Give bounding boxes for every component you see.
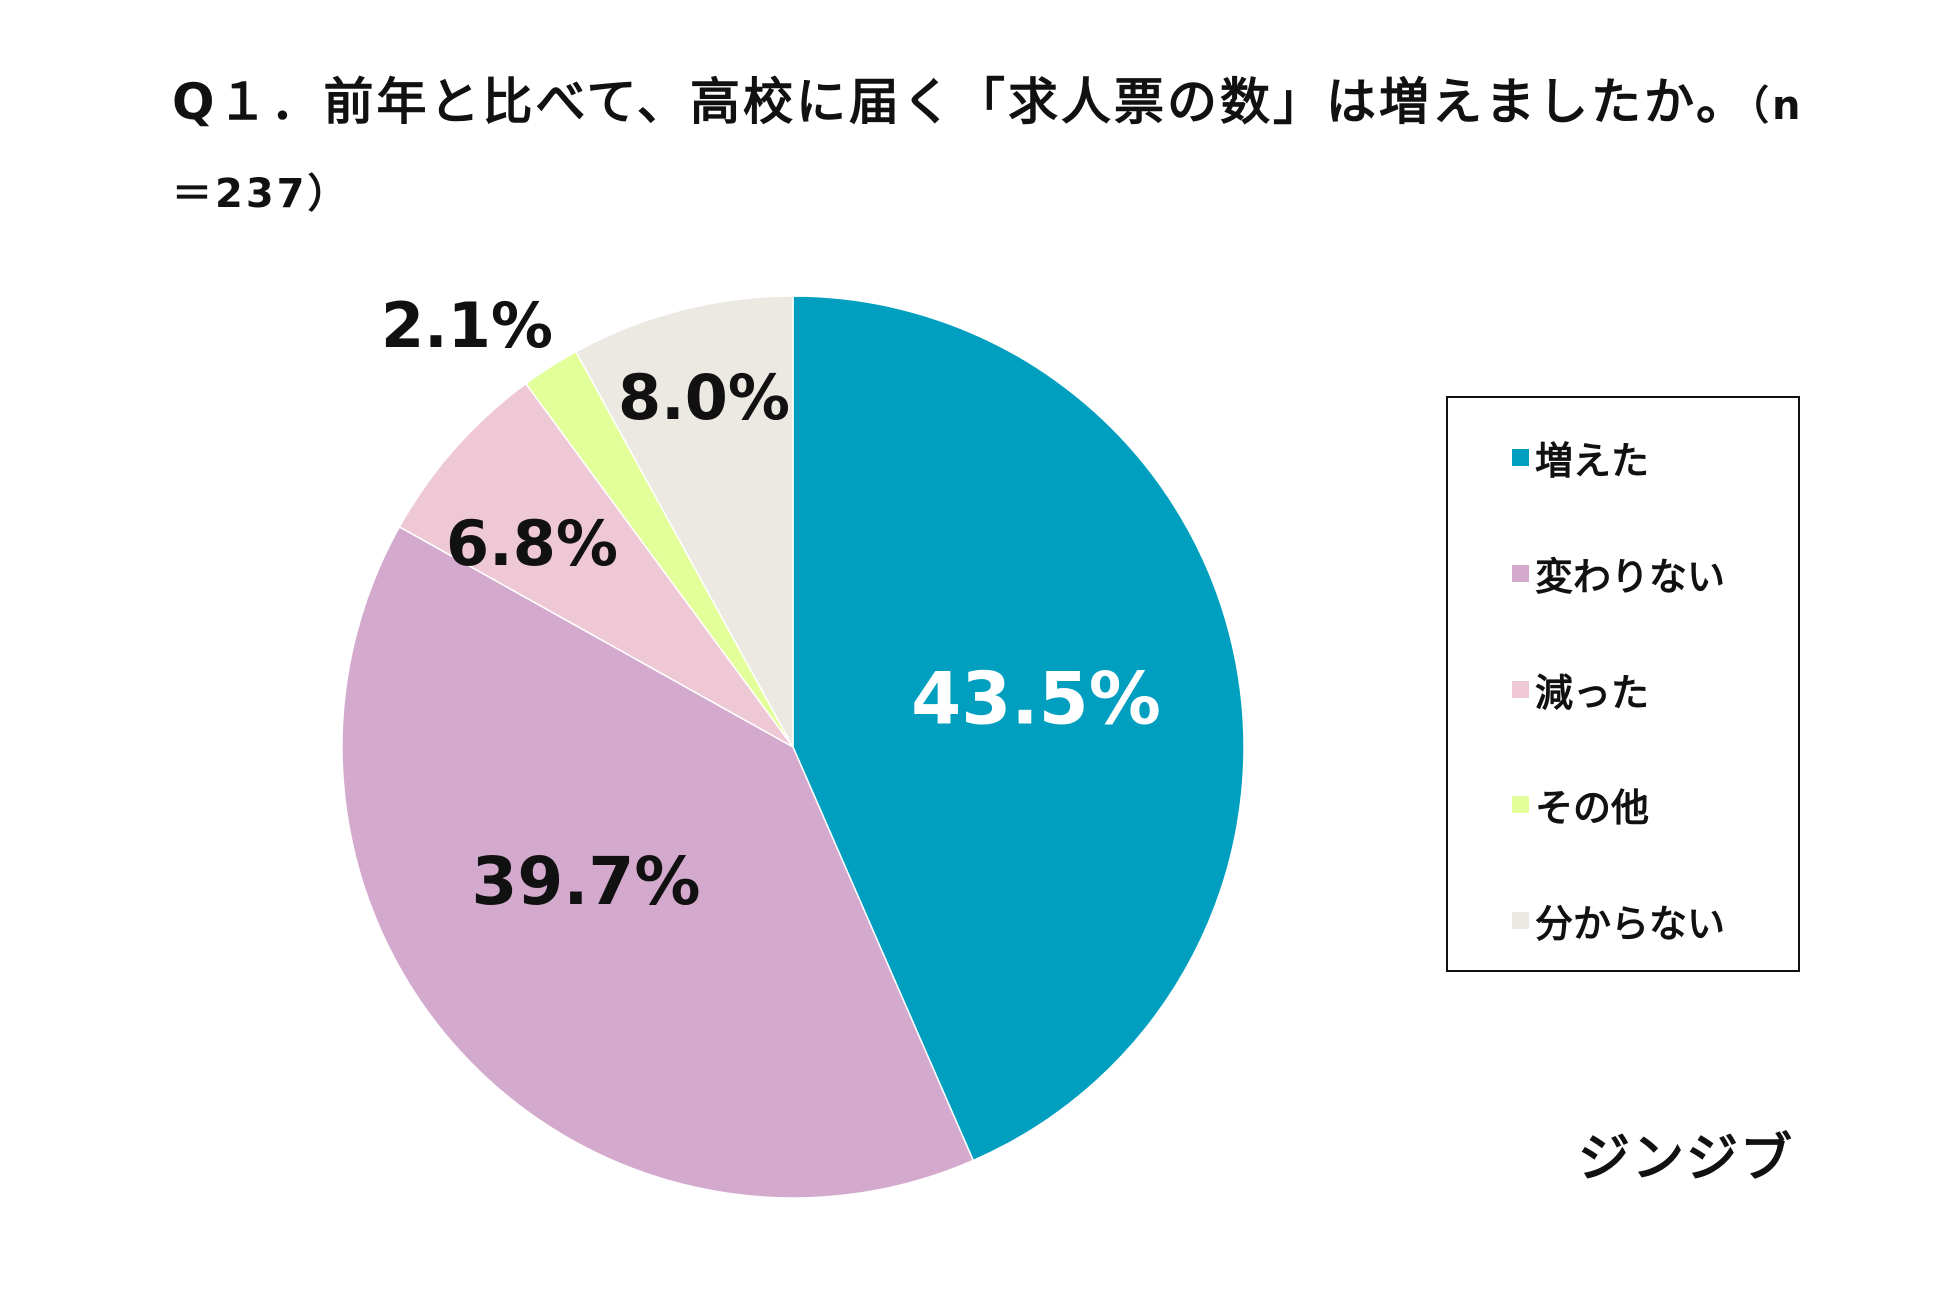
pie-data-label-5: 8.0%: [618, 361, 790, 434]
pie-slice-5: [574, 295, 794, 748]
legend-swatch-5: [1512, 911, 1529, 929]
legend-label-4: その他: [1535, 785, 1650, 830]
legend-swatch-2: [1512, 564, 1529, 582]
legend-item-5: 分からない: [1512, 895, 1726, 946]
legend-label-1: 増えた: [1535, 438, 1650, 483]
pie-slice-1: [792, 295, 1245, 1162]
pie-slices: [341, 295, 1245, 1199]
brand-logo-text: ジンジブ: [1578, 1129, 1795, 1189]
legend-label-5: 分からない: [1535, 901, 1726, 946]
chart-sample-size: （n＝237）: [172, 83, 1804, 217]
legend-label-2: 変わりない: [1535, 554, 1726, 599]
legend-item-2: 変わりない: [1512, 548, 1726, 599]
legend-label-3: 減った: [1535, 670, 1650, 715]
chart-legend: 増えた変わりない減ったその他分からない: [1446, 396, 1800, 972]
pie-data-labels: 43.5% 39.7% 6.8% 2.1% 8.0%: [381, 289, 1161, 920]
chart-title: Q１．前年と比べて、高校に届く「求人票の数」は増えましたか。（n＝237）: [172, 60, 1832, 236]
pie-data-label-4: 2.1%: [381, 289, 553, 362]
chart-title-text: Q１．前年と比べて、高校に届く「求人票の数」は増えましたか。: [172, 73, 1750, 131]
pie-data-label-1: 43.5%: [911, 657, 1161, 741]
pie-slice-3: [398, 382, 794, 748]
legend-swatch-4: [1512, 795, 1529, 813]
legend-item-3: 減った: [1512, 664, 1650, 715]
legend-swatch-1: [1512, 448, 1529, 466]
pie-slice-2: [341, 525, 975, 1199]
legend-swatch-3: [1512, 680, 1529, 698]
pie-data-label-2: 39.7%: [472, 843, 701, 920]
legend-item-4: その他: [1512, 779, 1650, 830]
legend-item-1: 増えた: [1512, 432, 1650, 483]
pie-data-label-3: 6.8%: [446, 507, 618, 580]
